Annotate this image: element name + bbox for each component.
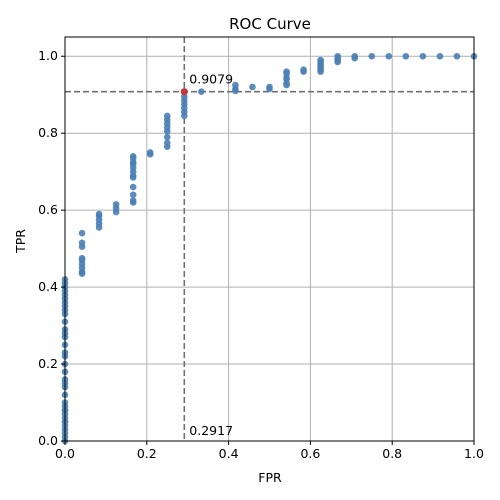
data-point — [368, 52, 376, 60]
x-tick-label: 0.6 — [300, 446, 320, 461]
x-tick-label: 0.2 — [137, 446, 157, 461]
tpr-threshold-label: 0.9079 — [189, 72, 233, 87]
data-point — [163, 139, 171, 147]
data-point — [163, 112, 171, 120]
x-axis-label: FPR — [258, 470, 282, 485]
data-point — [419, 52, 427, 60]
data-point — [232, 81, 239, 89]
grid-layer — [64, 37, 475, 442]
data-point — [78, 229, 86, 237]
y-tick-label: 0.6 — [38, 202, 58, 217]
x-tick-label: 0.4 — [219, 446, 239, 461]
data-point — [300, 66, 307, 74]
y-tick-label: 0.2 — [38, 356, 58, 371]
data-point — [95, 210, 103, 218]
data-point — [266, 83, 273, 91]
points-layer — [61, 52, 478, 445]
highlight-point — [180, 88, 188, 96]
data-point — [402, 52, 410, 60]
data-point — [436, 52, 444, 60]
data-point — [78, 239, 86, 247]
data-point — [283, 68, 290, 75]
data-point — [146, 149, 154, 156]
y-tick-label: 0.0 — [38, 433, 58, 448]
x-tick-label: 0.0 — [55, 446, 75, 461]
data-point — [317, 56, 324, 64]
data-point — [78, 254, 86, 262]
data-point — [385, 52, 393, 60]
chart-title: ROC Curve — [229, 15, 311, 33]
fpr-threshold-label: 0.2917 — [189, 423, 233, 438]
data-point — [112, 201, 120, 208]
data-point — [249, 83, 256, 91]
guide-layer — [65, 37, 474, 441]
plot-frame — [64, 36, 475, 442]
y-axis-label: TPR — [13, 229, 28, 254]
data-point — [181, 93, 188, 100]
data-point — [129, 191, 137, 199]
y-tick-label: 0.8 — [38, 125, 58, 140]
x-tick-label: 1.0 — [464, 446, 484, 461]
x-tick-label: 0.8 — [382, 446, 402, 461]
data-point — [129, 197, 137, 204]
data-point — [334, 52, 341, 60]
data-point — [198, 88, 205, 95]
y-tick-label: 1.0 — [38, 48, 58, 63]
data-point — [163, 133, 171, 141]
tick-layer: 0.0 0.2 0.4 0.6 0.8 1.0 0.0 0.2 0.4 0.6 0.8 1.0 — [38, 48, 484, 461]
y-tick-label: 0.4 — [38, 279, 58, 294]
data-point — [351, 52, 358, 60]
data-point — [129, 183, 137, 191]
data-point — [129, 152, 137, 160]
data-point — [453, 52, 461, 60]
